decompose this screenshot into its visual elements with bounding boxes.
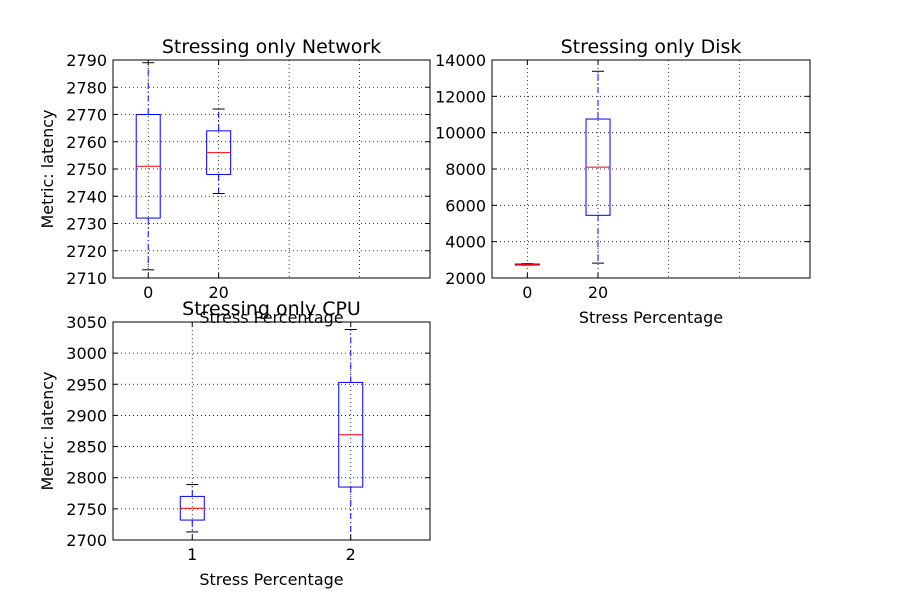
x-tick-label: 20 — [208, 283, 228, 302]
y-tick-label: 2750 — [66, 500, 107, 519]
y-tick-label: 2900 — [66, 406, 107, 425]
y-tick-label: 2800 — [66, 469, 107, 488]
y-tick-label: 2710 — [66, 269, 107, 288]
y-tick-label: 2700 — [66, 531, 107, 550]
y-tick-label: 2740 — [66, 187, 107, 206]
x-axis-label: Stress Percentage — [199, 570, 343, 589]
y-tick-label: 14000 — [435, 51, 486, 70]
x-axis-label: Stress Percentage — [579, 308, 723, 327]
subplot-2: 2000 4000 6000 8000 10000 12000 14000 0 20 Stress… — [435, 36, 811, 327]
y-tick-label: 2850 — [66, 438, 107, 457]
y-axis-label: Metric: latency — [38, 372, 57, 491]
y-tick-label: 3000 — [66, 344, 107, 363]
y-tick-label: 6000 — [445, 196, 486, 215]
y-tick-label: 10000 — [435, 124, 486, 143]
chart-title: Stressing only Network — [162, 36, 381, 58]
chart-title: Stressing only Disk — [561, 36, 742, 58]
box-1 — [179, 484, 205, 533]
x-tick-label: 0 — [522, 283, 532, 302]
y-tick-label: 4000 — [445, 233, 486, 252]
x-tick-label: 2 — [346, 545, 356, 564]
x-tick-label: 1 — [187, 545, 197, 564]
y-tick-label: 2000 — [445, 269, 486, 288]
box-0 — [135, 62, 161, 271]
axes-frame — [112, 59, 431, 279]
y-tick-label: 2780 — [66, 78, 107, 97]
y-tick-label: 2720 — [66, 242, 107, 261]
y-tick-label: 8000 — [445, 160, 486, 179]
axes-frame — [112, 321, 431, 541]
y-tick-label: 2770 — [66, 106, 107, 125]
box-20 — [206, 108, 232, 195]
y-tick-label: 2950 — [66, 375, 107, 394]
x-tick-label: 20 — [588, 283, 608, 302]
y-tick-label: 2750 — [66, 160, 107, 179]
y-tick-label: 2760 — [66, 133, 107, 152]
y-tick-label: 2730 — [66, 215, 107, 234]
y-tick-label: 3050 — [66, 313, 107, 332]
axes-frame — [491, 59, 811, 279]
box-0 — [514, 263, 540, 266]
y-tick-label: 12000 — [435, 87, 486, 106]
box-20 — [585, 70, 611, 264]
y-tick-label: 2790 — [66, 51, 107, 70]
chart-title: Stressing only CPU — [182, 298, 361, 320]
x-tick-label: 0 — [143, 283, 153, 302]
box-2 — [338, 328, 364, 541]
y-axis-label: Metric: latency — [38, 110, 57, 229]
